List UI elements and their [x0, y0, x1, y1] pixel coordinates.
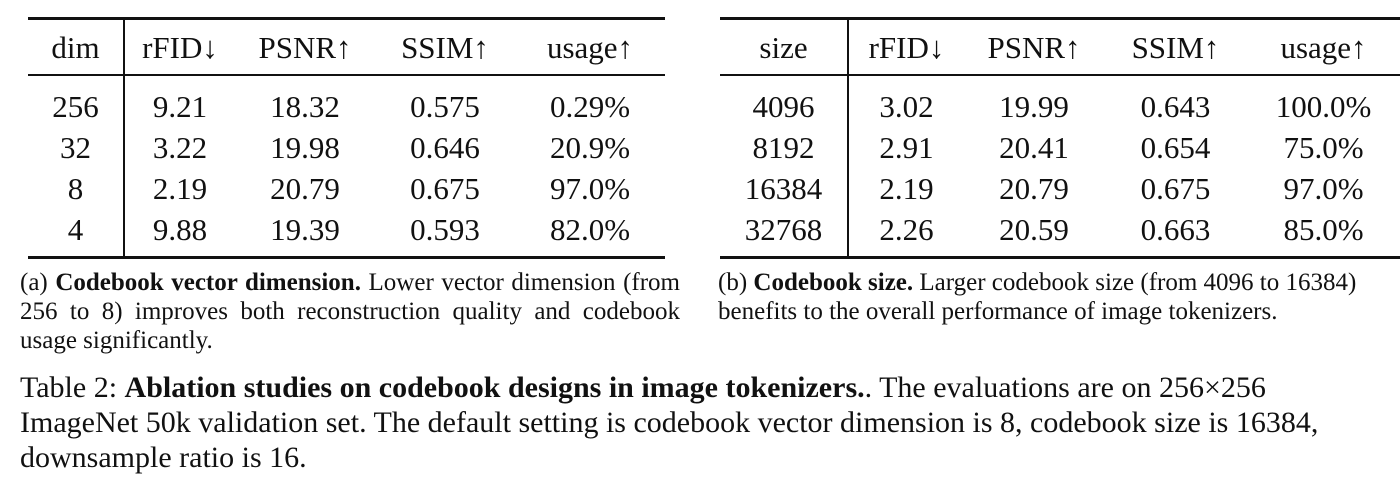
cell-size: 8192 [720, 127, 849, 168]
header-ssim: SSIM↑ [401, 29, 489, 65]
cell-size: 16384 [720, 168, 849, 209]
table-caption-label: Table 2: [20, 371, 118, 404]
cell-dim: 32 [28, 127, 125, 168]
table-row: 4 9.88 19.39 0.593 82.0% [28, 209, 665, 258]
cell-rfid: 2.19 [879, 171, 934, 206]
cell-rfid: 2.19 [152, 171, 208, 206]
table-row: 256 9.21 18.32 0.575 0.29% [28, 75, 665, 127]
cell-ssim: 0.593 [410, 212, 480, 247]
header-psnr: PSNR↑ [258, 29, 352, 65]
table-a-header-row: dim rFID↓ PSNR↑ SSIM↑ usage↑ [28, 18, 665, 75]
header-rfid: rFID↓ [868, 29, 945, 65]
table-row: 8 2.19 20.79 0.675 97.0% [28, 168, 665, 209]
cell-psnr: 18.32 [270, 89, 340, 124]
cell-ssim: 0.575 [410, 89, 480, 124]
cell-rfid: 9.21 [152, 89, 208, 124]
cell-size: 32768 [720, 209, 849, 258]
subcaption-b-text: Larger codebook size (from 4096 to 16384… [718, 269, 1357, 325]
cell-dim: 256 [28, 75, 125, 127]
header-usage: usage↑ [546, 29, 634, 65]
cell-rfid: 2.91 [879, 130, 934, 165]
subcaption-b-prefix: (b) [718, 269, 748, 296]
cell-rfid: 9.88 [152, 212, 208, 247]
cell-ssim: 0.663 [1140, 212, 1211, 247]
cell-rfid: 2.26 [879, 212, 934, 247]
cell-psnr: 19.98 [270, 130, 340, 165]
header-ssim: SSIM↑ [1131, 29, 1220, 65]
subcaption-a-prefix: (a) [20, 269, 48, 296]
table-codebook-size: size rFID↓ PSNR↑ SSIM↑ usage↑ 4096 3.02 … [720, 17, 1400, 259]
subcaption-a: (a) Codebook vector dimension. Lower vec… [20, 268, 680, 355]
subcaption-b-title: Codebook size. [753, 269, 914, 296]
cell-usage: 75.0% [1283, 130, 1364, 165]
table-caption-title: Ablation studies on codebook designs in … [124, 371, 865, 404]
cell-psnr: 19.39 [270, 212, 340, 247]
table-b-header-row: size rFID↓ PSNR↑ SSIM↑ usage↑ [720, 18, 1400, 75]
cell-size: 4096 [720, 75, 849, 127]
cell-ssim: 0.646 [410, 130, 480, 165]
cell-ssim: 0.654 [1140, 130, 1211, 165]
cell-usage: 85.0% [1283, 212, 1364, 247]
cell-ssim: 0.643 [1140, 89, 1211, 124]
cell-psnr: 19.99 [999, 89, 1069, 124]
table-row: 16384 2.19 20.79 0.675 97.0% [720, 168, 1400, 209]
cell-dim: 4 [28, 209, 125, 258]
ablation-table-b: size rFID↓ PSNR↑ SSIM↑ usage↑ 4096 3.02 … [720, 17, 1400, 259]
cell-psnr: 20.79 [999, 171, 1069, 206]
cell-usage: 0.29% [549, 89, 631, 124]
cell-usage: 97.0% [1283, 171, 1364, 206]
cell-rfid: 3.02 [879, 89, 934, 124]
cell-usage: 97.0% [549, 171, 631, 206]
subcaption-b: (b) Codebook size. Larger codebook size … [718, 268, 1378, 326]
table-row: 32768 2.26 20.59 0.663 85.0% [720, 209, 1400, 258]
table-caption: Table 2: Ablation studies on codebook de… [20, 370, 1390, 475]
subcaption-a-title: Codebook vector dimension. [55, 269, 361, 296]
header-rfid: rFID↓ [142, 29, 218, 65]
cell-usage: 100.0% [1275, 89, 1372, 124]
cell-usage: 20.9% [549, 130, 631, 165]
cell-usage: 82.0% [549, 212, 631, 247]
header-dim: dim [28, 18, 125, 75]
header-size: size [720, 18, 849, 75]
ablation-table-a: dim rFID↓ PSNR↑ SSIM↑ usage↑ 256 9.21 18… [28, 17, 665, 259]
subcaption-a-text: Lower vector dimension (from 256 to 8) i… [20, 269, 681, 354]
table-row: 32 3.22 19.98 0.646 20.9% [28, 127, 665, 168]
header-psnr: PSNR↑ [987, 29, 1081, 65]
table-row: 8192 2.91 20.41 0.654 75.0% [720, 127, 1400, 168]
table-codebook-dimension: dim rFID↓ PSNR↑ SSIM↑ usage↑ 256 9.21 18… [28, 17, 665, 259]
cell-ssim: 0.675 [1140, 171, 1211, 206]
header-usage: usage↑ [1280, 29, 1367, 65]
cell-ssim: 0.675 [410, 171, 480, 206]
table-caption-text: . The evaluations are on 256×256 ImageNe… [20, 371, 1319, 474]
cell-psnr: 20.59 [999, 212, 1069, 247]
cell-psnr: 20.41 [999, 130, 1069, 165]
cell-rfid: 3.22 [152, 130, 208, 165]
cell-dim: 8 [28, 168, 125, 209]
cell-psnr: 20.79 [270, 171, 340, 206]
table-row: 4096 3.02 19.99 0.643 100.0% [720, 75, 1400, 127]
